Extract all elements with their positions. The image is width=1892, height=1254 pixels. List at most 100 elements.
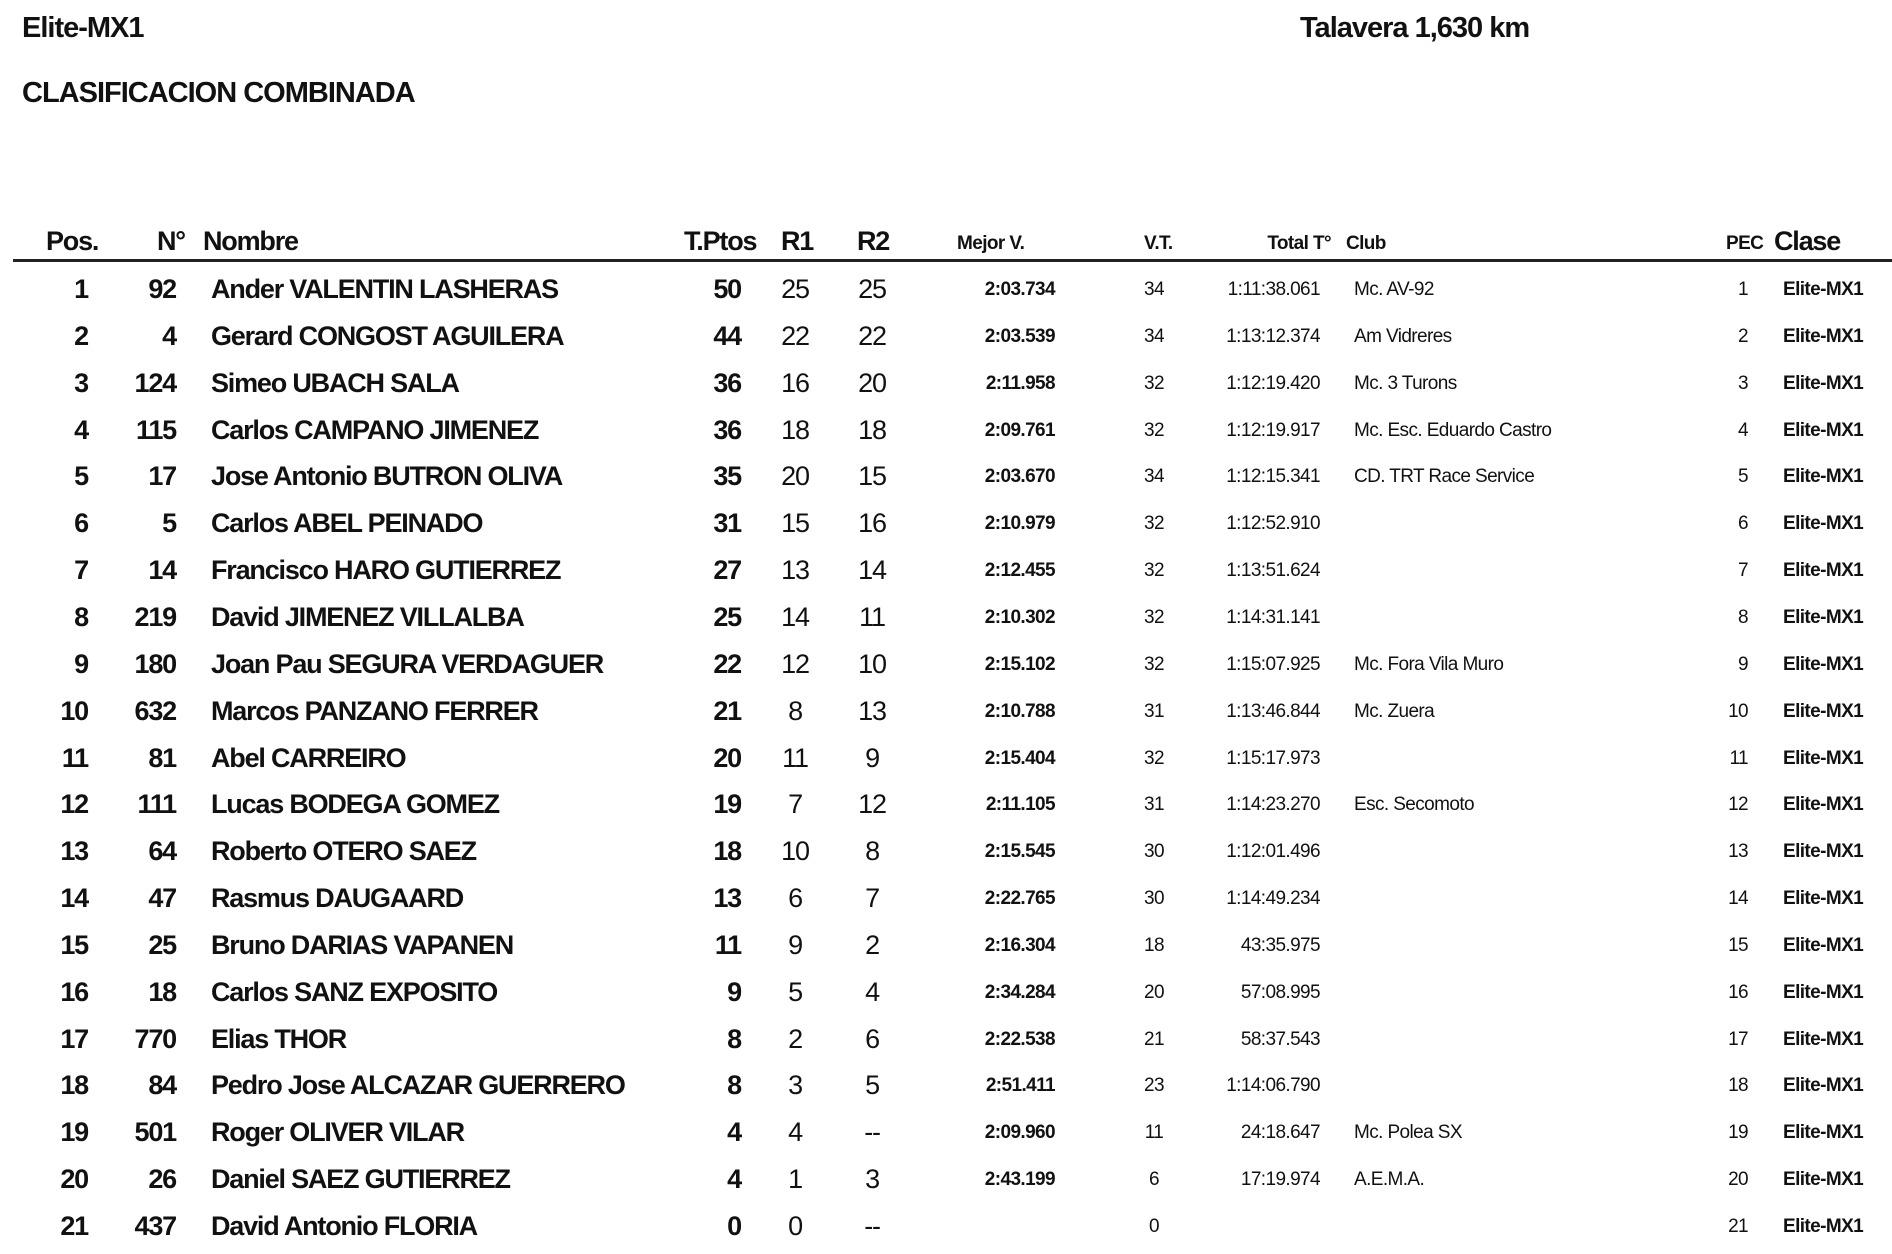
cell-total-time: 1:15:17.973: [1226, 747, 1320, 769]
cell-total-time: 24:18.647: [1240, 1122, 1321, 1144]
cell-best-lap: 2:09.761: [984, 419, 1056, 441]
cell-number: 4: [162, 320, 177, 351]
cell-pec: 1: [1738, 279, 1749, 300]
col-header-pos: Pos.: [46, 226, 99, 256]
table-row: 7 14 Francisco HARO GUTIERREZ 27 13 14 2:12.45…: [0, 549, 1892, 593]
table-row: 21 437 David Antonio FLORIA 0 0 -- 0 21 Elite-MX…: [0, 1205, 1892, 1249]
cell-r2: 20: [858, 367, 887, 398]
cell-best-lap: 2:10.979: [984, 513, 1056, 535]
table-row: 10 632 Marcos PANZANO FERRER 21 8 13 2:10.788 3…: [0, 690, 1892, 734]
cell-total-points: 18: [713, 836, 742, 867]
cell-name: Elias THOR: [211, 1023, 347, 1054]
cell-total-points: 4: [727, 1117, 742, 1148]
cell-best-lap: 2:03.734: [984, 279, 1056, 300]
cell-best-lap: 2:15.102: [984, 653, 1056, 675]
cell-total-points: 36: [713, 367, 742, 398]
cell-total-points: 11: [714, 929, 742, 960]
cell-r2: 8: [865, 836, 880, 867]
table-row: 13 64 Roberto OTERO SAEZ 18 10 8 2:15.545 30 1:1…: [0, 830, 1892, 874]
cell-name: Roger OLIVER VILAR: [211, 1117, 465, 1148]
cell-r1: 13: [781, 555, 810, 586]
cell-class: Elite-MX1: [1783, 747, 1864, 769]
cell-pec: 18: [1728, 1075, 1749, 1097]
cell-club: Esc. Secomoto: [1354, 794, 1475, 816]
cell-pos: 5: [74, 461, 89, 492]
cell-r2: --: [864, 1117, 881, 1148]
cell-pec: 21: [1728, 1216, 1749, 1237]
cell-pos: 18: [60, 1070, 89, 1101]
col-header-name: Nombre: [203, 226, 299, 256]
col-header-total-points: T.Ptos: [684, 226, 758, 256]
cell-best-lap: 2:03.670: [984, 466, 1056, 488]
cell-r2: 3: [865, 1164, 880, 1195]
cell-r1: 16: [781, 367, 810, 398]
cell-laps: 6: [1149, 1169, 1160, 1191]
cell-total-points: 21: [713, 695, 742, 726]
cell-r1: 1: [788, 1164, 803, 1195]
cell-laps: 34: [1144, 279, 1165, 300]
venue-title: Talavera 1,630 km: [1300, 12, 1530, 44]
cell-r2: 25: [858, 274, 887, 304]
col-header-club: Club: [1346, 233, 1386, 254]
cell-class: Elite-MX1: [1783, 279, 1864, 300]
cell-total-time: 43:35.975: [1240, 934, 1321, 956]
cell-name: Roberto OTERO SAEZ: [211, 836, 477, 867]
cell-number: 5: [162, 508, 177, 539]
cell-pec: 7: [1738, 560, 1749, 582]
cell-pos: 11: [61, 742, 89, 773]
cell-r1: 14: [781, 601, 810, 632]
cell-r1: 2: [788, 1023, 803, 1054]
table-row: 18 84 Pedro Jose ALCAZAR GUERRERO 8 3 5 2:51.4…: [0, 1064, 1892, 1108]
cell-r1: 10: [781, 836, 810, 867]
cell-r2: 6: [865, 1023, 880, 1054]
cell-best-lap: 2:09.960: [984, 1122, 1056, 1144]
cell-best-lap: 2:43.199: [984, 1169, 1056, 1191]
cell-class: Elite-MX1: [1783, 325, 1864, 347]
cell-best-lap: 2:22.538: [984, 1028, 1056, 1050]
cell-laps: 32: [1144, 747, 1165, 769]
cell-total-time: 17:19.974: [1240, 1169, 1321, 1191]
cell-laps: 20: [1144, 981, 1165, 1003]
cell-pos: 13: [60, 836, 89, 867]
category-title: Elite-MX1: [22, 12, 145, 44]
cell-club: CD. TRT Race Service: [1354, 466, 1535, 488]
cell-name: Abel CARREIRO: [211, 742, 407, 773]
cell-total-points: 19: [713, 789, 742, 820]
cell-name: Carlos SANZ EXPOSITO: [211, 976, 498, 1007]
cell-total-points: 44: [713, 320, 742, 351]
cell-name: Rasmus DAUGAARD: [211, 883, 464, 914]
cell-total-time: 1:14:23.270: [1226, 794, 1320, 816]
cell-class: Elite-MX1: [1783, 981, 1864, 1003]
cell-club: Mc. Esc. Eduardo Castro: [1354, 419, 1552, 441]
cell-name: Gerard CONGOST AGUILERA: [211, 320, 565, 351]
cell-total-time: 57:08.995: [1240, 981, 1321, 1003]
table-row: 16 18 Carlos SANZ EXPOSITO 9 5 4 2:34.284 20 57:…: [0, 971, 1892, 1015]
table-row: 11 81 Abel CARREIRO 20 11 9 2:15.404 32 1:15:17.…: [0, 737, 1892, 781]
cell-pec: 8: [1738, 606, 1749, 628]
col-header-total-time: Total T°: [1267, 233, 1331, 254]
table-row: 6 5 Carlos ABEL PEINADO 31 15 16 2:10.979 32 1:1…: [0, 502, 1892, 546]
cell-pos: 1: [74, 274, 89, 304]
cell-pec: 17: [1728, 1028, 1749, 1050]
cell-class: Elite-MX1: [1783, 1028, 1864, 1050]
cell-total-time: 1:12:19.917: [1226, 419, 1320, 441]
cell-best-lap: 2:11.958: [985, 372, 1056, 394]
cell-pos: 9: [74, 648, 89, 679]
cell-r1: 11: [782, 742, 809, 773]
cell-number: 632: [134, 695, 178, 726]
cell-name: Carlos ABEL PEINADO: [211, 508, 483, 539]
cell-laps: 32: [1144, 653, 1165, 675]
cell-number: 180: [134, 648, 178, 679]
cell-r2: 4: [865, 976, 880, 1007]
cell-number: 17: [148, 461, 177, 492]
cell-total-time: 1:12:15.341: [1226, 466, 1320, 488]
cell-name: Bruno DARIAS VAPANEN: [211, 929, 514, 960]
header-divider: [13, 259, 1892, 262]
cell-r2: 7: [865, 883, 880, 914]
table-row: 15 25 Bruno DARIAS VAPANEN 11 9 2 2:16.304 18 43…: [0, 924, 1892, 968]
cell-laps: 34: [1144, 325, 1165, 347]
cell-pec: 13: [1728, 841, 1749, 863]
cell-name: Marcos PANZANO FERRER: [211, 695, 539, 726]
cell-pec: 9: [1738, 653, 1749, 675]
cell-r2: 16: [858, 508, 887, 539]
